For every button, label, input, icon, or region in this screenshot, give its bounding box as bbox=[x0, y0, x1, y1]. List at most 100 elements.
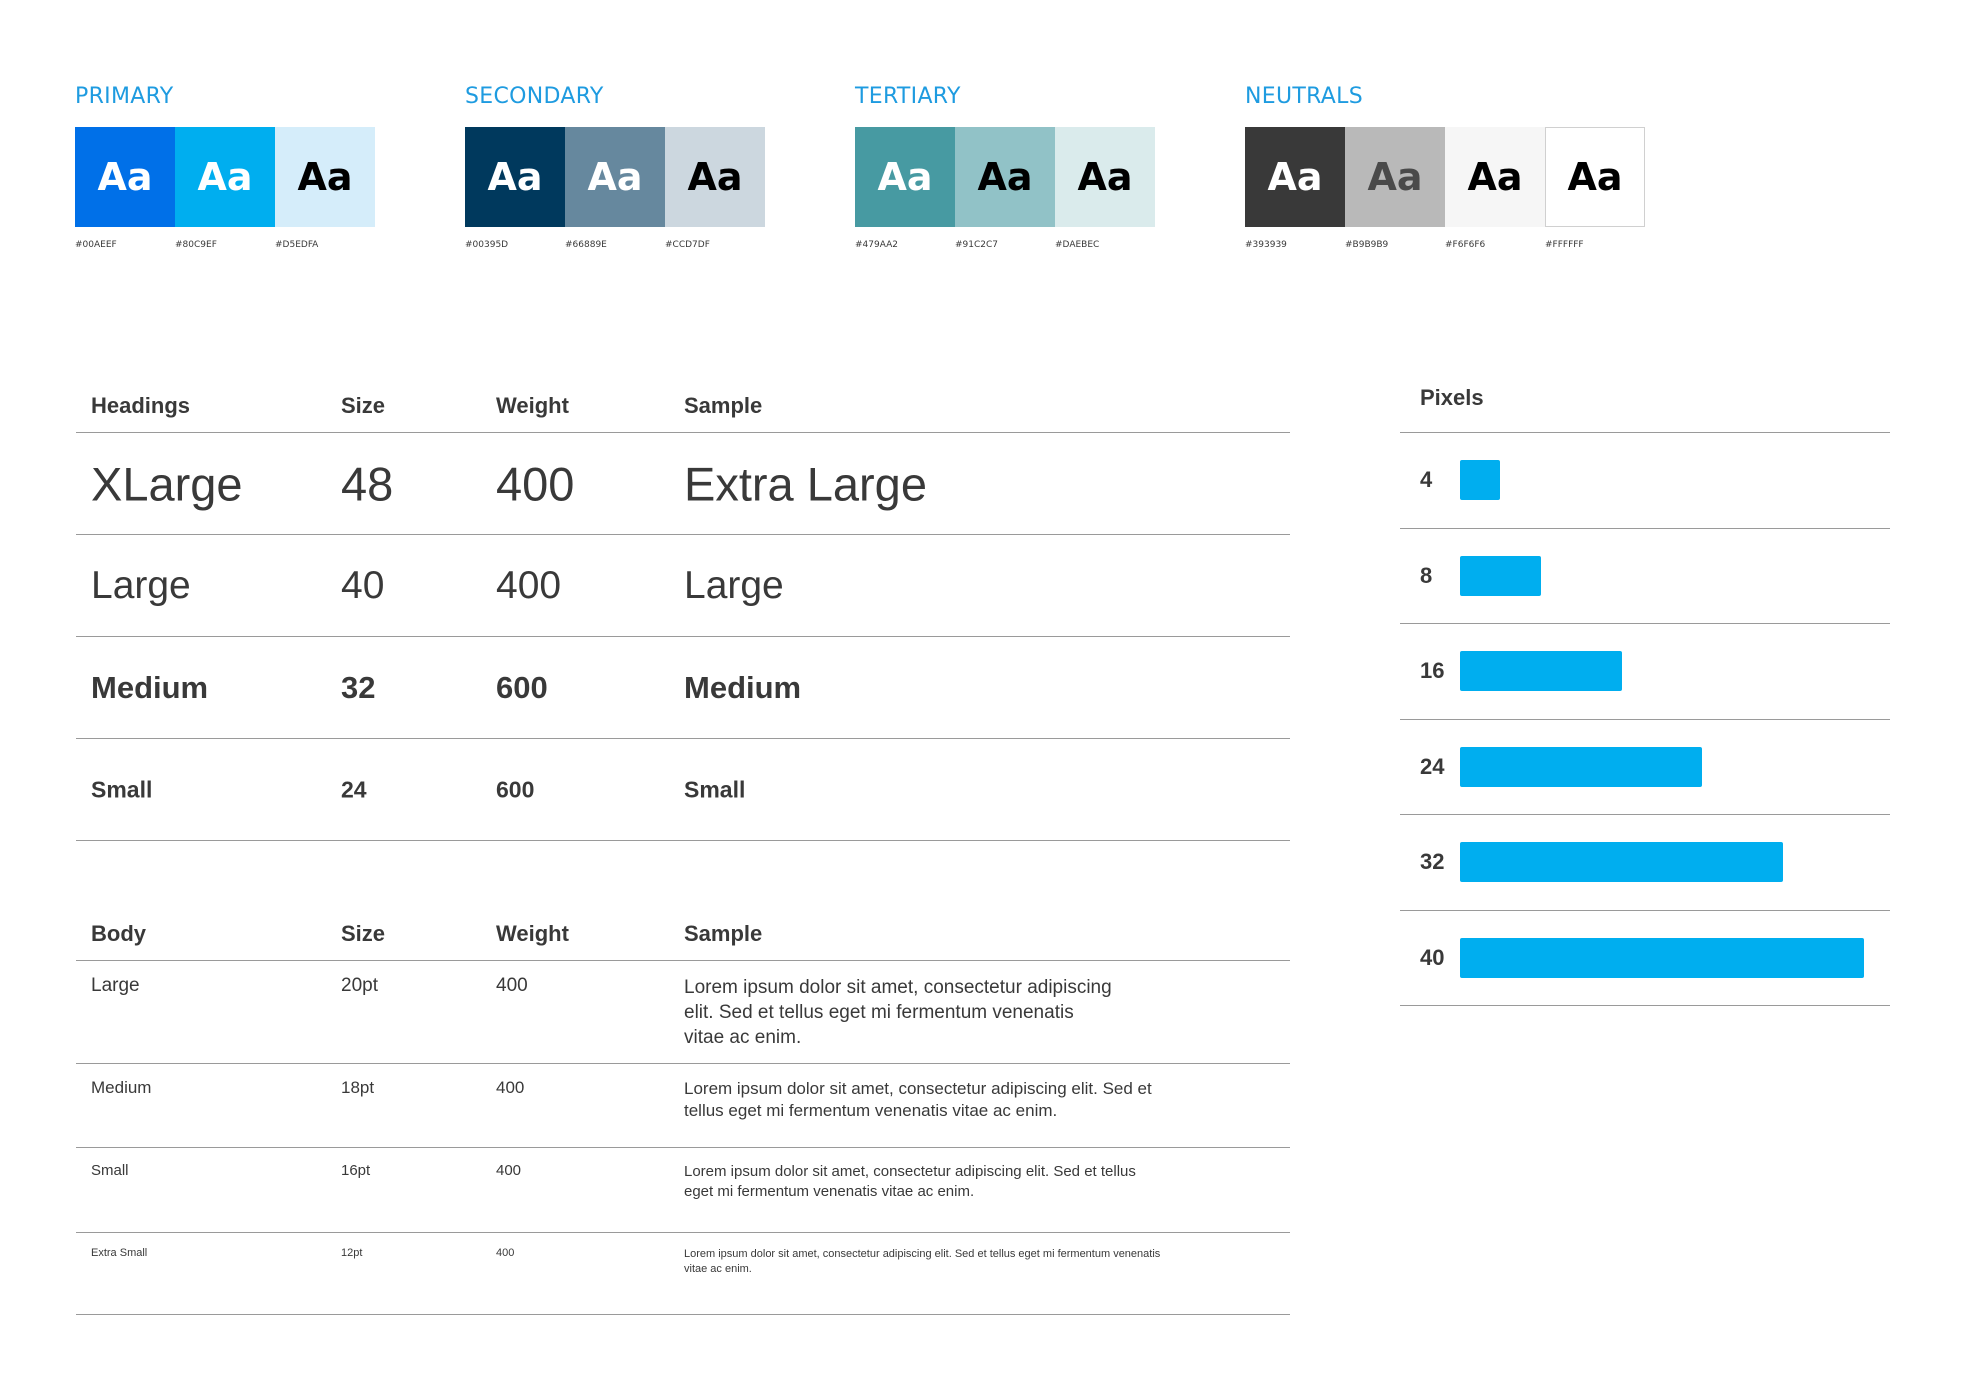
column-header: Headings bbox=[91, 393, 191, 418]
swatch-hex-code: #66889E bbox=[565, 240, 607, 250]
body-sample: Lorem ipsum dolor sit amet, consectetur … bbox=[684, 1079, 1152, 1121]
column-header: Weight bbox=[496, 393, 569, 418]
swatch-sample: Aa bbox=[75, 127, 175, 227]
color-swatch: Aa #FFFFFF bbox=[1545, 127, 1645, 250]
heading-size: 48 bbox=[341, 457, 394, 510]
swatch-sample: Aa bbox=[1055, 127, 1155, 227]
body-table-header: Body Size Weight Sample bbox=[76, 903, 1290, 961]
pixel-bar bbox=[1460, 937, 1864, 978]
body-size: 12pt bbox=[341, 1247, 363, 1259]
heading-sample: Medium bbox=[684, 669, 802, 705]
swatch-sample: Aa bbox=[1345, 127, 1445, 227]
body-name: Extra Small bbox=[91, 1247, 148, 1259]
swatch-sample: Aa bbox=[955, 127, 1055, 227]
column-header: Size bbox=[341, 921, 386, 946]
body-size: 18pt bbox=[341, 1078, 375, 1097]
pixel-bar bbox=[1460, 842, 1784, 883]
heading-sample: Small bbox=[684, 776, 746, 802]
pixels-scale: Pixels 4 8 16 24 32 40 bbox=[1400, 375, 1890, 1006]
pixel-row: 16 bbox=[1400, 624, 1890, 720]
pixel-bar bbox=[1460, 460, 1501, 501]
pixel-row: 24 bbox=[1400, 720, 1890, 815]
pixel-row: 40 bbox=[1400, 911, 1890, 1006]
palette-title: NEUTRALS bbox=[1245, 84, 1363, 109]
color-swatch: Aa #CCD7DF bbox=[665, 127, 765, 250]
body-size: 16pt bbox=[341, 1162, 371, 1179]
pixel-row: 32 bbox=[1400, 815, 1890, 911]
heading-name: Large bbox=[91, 563, 191, 607]
headings-table: Headings Size Weight Sample XLarge 48 40… bbox=[76, 375, 1290, 841]
palette-title: TERTIARY bbox=[855, 84, 961, 109]
swatch-hex-code: #B9B9B9 bbox=[1345, 240, 1389, 250]
color-swatch: Aa #479AA2 bbox=[855, 127, 955, 250]
palette-neutrals: NEUTRALS Aa #393939 Aa #B9B9B9 Aa #F6F6F6 Aa #F… bbox=[1245, 80, 1645, 250]
pixel-label: 4 bbox=[1420, 467, 1433, 493]
pixel-row: 4 bbox=[1400, 433, 1890, 529]
color-swatch: Aa #393939 bbox=[1245, 127, 1345, 250]
heading-weight: 600 bbox=[496, 669, 548, 705]
swatch-sample: Aa bbox=[665, 127, 765, 227]
color-swatch: Aa #F6F6F6 bbox=[1445, 127, 1545, 250]
pixel-bar bbox=[1460, 555, 1541, 596]
body-sample: Lorem ipsum dolor sit amet, consectetur … bbox=[684, 1248, 1161, 1275]
pixel-label: 16 bbox=[1420, 658, 1445, 684]
color-swatch: Aa #91C2C7 bbox=[955, 127, 1055, 250]
pixels-header: Pixels bbox=[1400, 375, 1890, 433]
table-row: Large 40 400 Large bbox=[76, 535, 1290, 637]
swatch-hex-code: #00395D bbox=[465, 240, 509, 250]
body-weight: 400 bbox=[496, 1247, 515, 1259]
color-swatch: Aa #00395D bbox=[465, 127, 565, 250]
heading-weight: 400 bbox=[496, 457, 575, 510]
table-row: Extra Small 12pt 400 Lorem ipsum dolor s… bbox=[76, 1233, 1290, 1315]
swatch-sample: Aa bbox=[565, 127, 665, 227]
body-name: Large bbox=[91, 975, 140, 996]
table-row: Small 16pt 400 Lorem ipsum dolor sit ame… bbox=[76, 1148, 1290, 1233]
heading-size: 24 bbox=[341, 776, 367, 802]
color-swatch: Aa #DAEBEC bbox=[1055, 127, 1155, 250]
headings-table-header: Headings Size Weight Sample bbox=[76, 375, 1290, 433]
heading-size: 40 bbox=[341, 563, 385, 607]
column-header: Size bbox=[341, 393, 386, 418]
column-header: Sample bbox=[684, 393, 763, 418]
swatch-hex-code: #CCD7DF bbox=[665, 240, 710, 250]
palette-title: PRIMARY bbox=[75, 84, 174, 109]
swatch-hex-code: #393939 bbox=[1245, 240, 1287, 250]
swatch-hex-code: #DAEBEC bbox=[1055, 240, 1100, 250]
color-swatch: Aa #D5EDFA bbox=[275, 127, 375, 250]
palette-secondary: SECONDARY Aa #00395D Aa #66889E Aa #CCD7DF bbox=[465, 80, 765, 250]
swatch-sample: Aa bbox=[175, 127, 275, 227]
swatch-sample: Aa bbox=[465, 127, 565, 227]
swatch-hex-code: #479AA2 bbox=[855, 240, 899, 250]
color-swatch: Aa #80C9EF bbox=[175, 127, 275, 250]
swatch-hex-code: #FFFFFF bbox=[1545, 240, 1584, 250]
swatch-sample: Aa bbox=[855, 127, 955, 227]
body-sample: Lorem ipsum dolor sit amet, consectetur … bbox=[684, 1163, 1136, 1200]
palette-title: SECONDARY bbox=[465, 84, 604, 109]
swatch-hex-code: #00AEEF bbox=[75, 240, 117, 250]
palette-primary: PRIMARY Aa #00AEEF Aa #80C9EF Aa #D5EDFA bbox=[75, 80, 375, 250]
table-row: Small 24 600 Small bbox=[76, 739, 1290, 841]
palette-tertiary: TERTIARY Aa #479AA2 Aa #91C2C7 Aa #DAEBEC bbox=[855, 80, 1155, 250]
swatch-sample: Aa bbox=[1445, 127, 1545, 227]
heading-size: 32 bbox=[341, 669, 376, 705]
pixel-bar bbox=[1460, 746, 1703, 787]
swatch-sample: Aa bbox=[1545, 127, 1645, 227]
body-name: Medium bbox=[91, 1078, 152, 1097]
swatch-hex-code: #F6F6F6 bbox=[1445, 240, 1486, 250]
pixel-label: 8 bbox=[1420, 562, 1433, 588]
body-name: Small bbox=[91, 1162, 129, 1179]
heading-name: Small bbox=[91, 776, 153, 802]
heading-weight: 400 bbox=[496, 563, 562, 607]
pixel-label: 32 bbox=[1420, 849, 1445, 875]
swatch-sample: Aa bbox=[275, 127, 375, 227]
swatch-hex-code: #D5EDFA bbox=[275, 240, 319, 250]
column-header: Weight bbox=[496, 921, 569, 946]
heading-name: XLarge bbox=[91, 457, 243, 510]
heading-sample: Large bbox=[684, 563, 784, 607]
table-row: Medium 32 600 Medium bbox=[76, 637, 1290, 739]
pixel-row: 8 bbox=[1400, 529, 1890, 624]
pixels-title: Pixels bbox=[1420, 385, 1484, 410]
column-header: Sample bbox=[684, 921, 763, 946]
body-weight: 400 bbox=[496, 1078, 525, 1097]
body-table: Body Size Weight Sample Large 20pt 400 L… bbox=[76, 903, 1290, 1315]
